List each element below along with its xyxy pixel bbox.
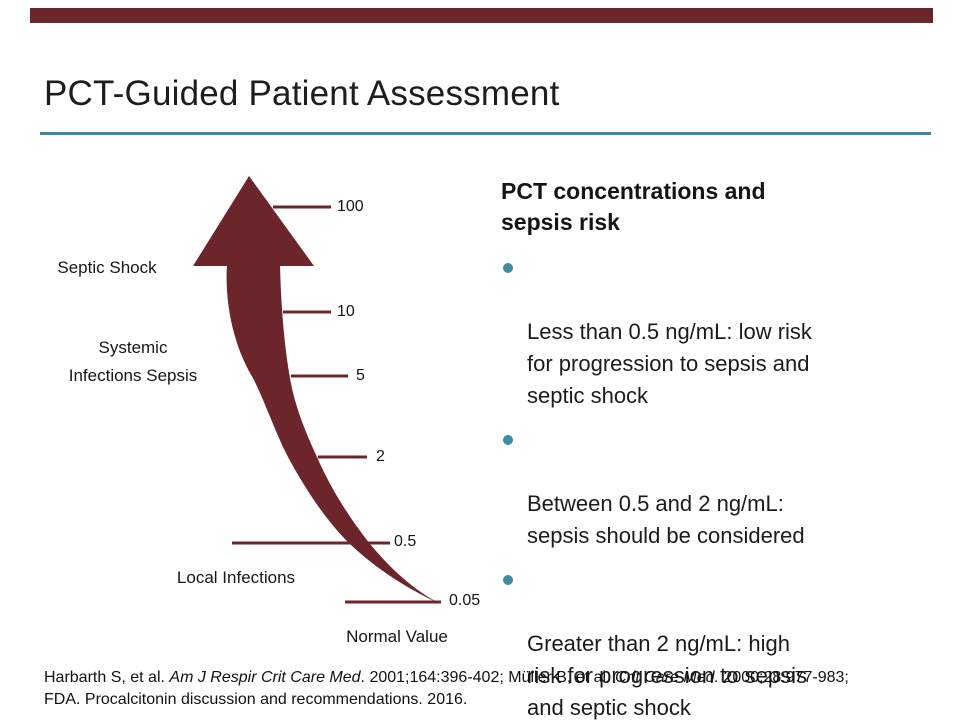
citation-segment: 2000;28:977-983; [718,669,849,686]
page-title: PCT-Guided Patient Assessment [44,74,560,113]
citation-line-1: Harbarth S, et al. Am J Respir Crit Care… [44,667,944,689]
bullet-icon [503,263,513,273]
bullet-item: Between 0.5 and 2 ng/mL: sepsis should b… [501,424,913,552]
tick-label-0-05: 0.05 [449,592,481,609]
stage-label-septic-shock: Septic Shock [57,258,157,277]
stage-label-normal-value: Normal Value [346,627,448,646]
title-divider [40,132,931,135]
tick-label-0-5: 0.5 [394,533,417,550]
arrow-body [226,264,445,606]
tick-label-2: 2 [376,448,385,465]
bullet-text: Less than 0.5 ng/mL: low risk for progre… [527,319,812,408]
bullet-text: Greater than 2 ng/mL: high risk for prog… [527,631,807,720]
content-heading: PCT concentrations and sepsis risk [501,178,766,235]
citation-line-2: FDA. Procalcitonin discussion and recomm… [44,691,468,708]
citation-segment: . 2001;164:396-402; Müller B, et al. [360,669,615,686]
citation-journal: Crit Care Med. [614,669,719,686]
stage-label-local-infections: Local Infections [176,568,296,587]
tick-label-100: 100 [337,198,364,215]
tick-label-10: 10 [337,303,355,320]
citation-segment: Harbarth S, et al. [44,669,170,686]
stage-label-systemic-infections-sepsis: Systemic Infections Sepsis [68,338,198,385]
top-accent-bar [30,8,933,23]
bullet-icon [503,435,513,445]
bullet-item: Greater than 2 ng/mL: high risk for prog… [501,564,913,720]
citation-journal: Am J Respir Crit Care Med [169,669,361,686]
arrow-head [193,176,314,266]
content-column: PCT concentrations and sepsis risk Less … [501,176,913,720]
bullet-icon [503,575,513,585]
bullet-item: Less than 0.5 ng/mL: low risk for progre… [501,252,913,412]
bullet-text: Between 0.5 and 2 ng/mL: sepsis should b… [527,491,805,548]
citation: Harbarth S, et al. Am J Respir Crit Care… [44,667,944,711]
tick-label-5: 5 [356,367,365,384]
